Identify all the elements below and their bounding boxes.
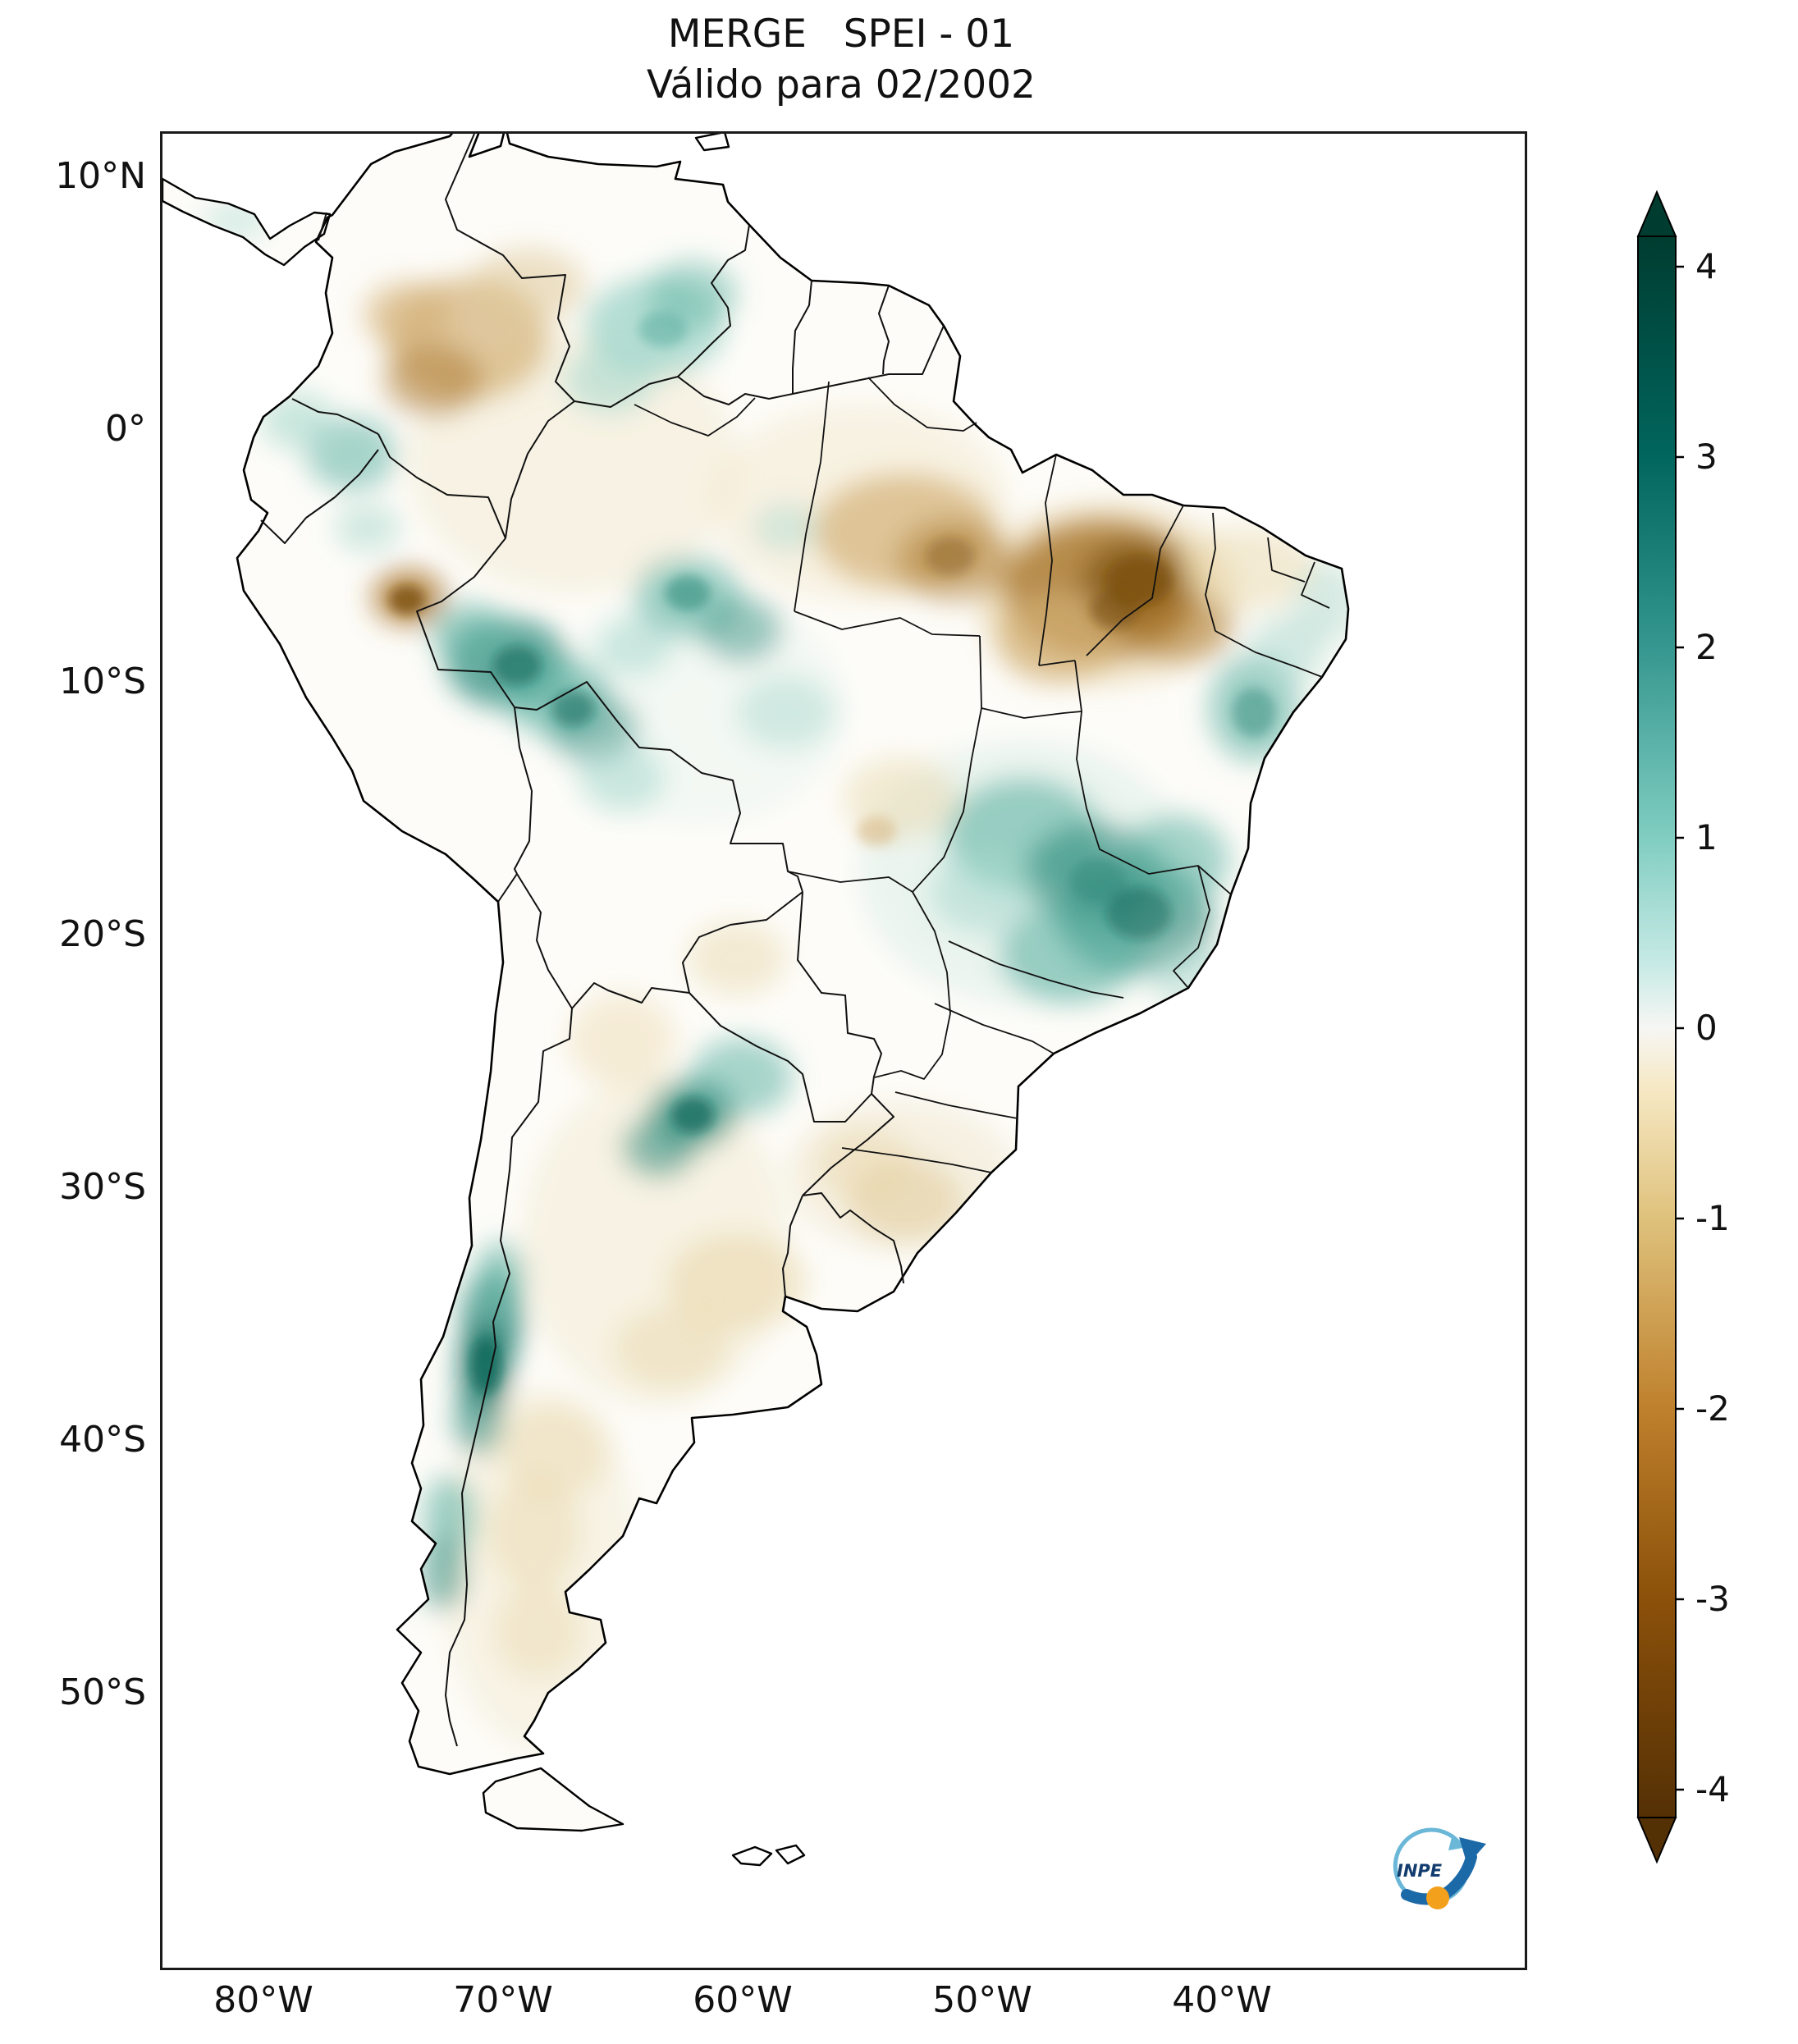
y-axis-tick-label: 40°S [59, 1419, 146, 1461]
colorbar-tick-label: -1 [1695, 1198, 1730, 1238]
colorbar-tick-marks [1676, 265, 1684, 1791]
colorbar-extend-top [1636, 190, 1677, 237]
inpe-logo-blue-arrowhead [1459, 1837, 1486, 1865]
figure-subtitle: Válido para 02/2002 [647, 62, 1036, 107]
colorbar-gradient [1637, 235, 1677, 1818]
colorbar [1636, 190, 1684, 1864]
inpe-logo-orange-globe [1426, 1886, 1449, 1909]
figure-title: MERGE SPEI - 01 [667, 11, 1015, 57]
y-axis-tick-label: 20°S [59, 913, 146, 955]
y-axis-tick-label: 10°N [55, 155, 146, 197]
x-axis-tick-label: 80°W [213, 1979, 313, 2021]
x-axis-tick-label: 40°W [1172, 1979, 1272, 2021]
country-borders [260, 134, 945, 1747]
x-axis-tick-label: 60°W [693, 1979, 793, 2021]
x-axis-tick-label: 70°W [453, 1979, 553, 2021]
inpe-logo-text: INPE [1397, 1861, 1443, 1881]
x-axis-tick-label: 50°W [932, 1979, 1032, 2021]
island-outlines [162, 134, 806, 1867]
coastline-outline [236, 134, 1350, 1776]
south-america-map [162, 134, 1350, 1867]
colorbar-tick-label: 1 [1695, 817, 1718, 857]
spei-raster-field [204, 200, 1348, 1750]
colorbar-tick-label: 3 [1695, 437, 1718, 477]
inpe-logo-blue-arrow [1401, 1851, 1477, 1905]
colorbar-tick-label: -3 [1695, 1579, 1730, 1619]
y-axis-tick-label: 10°S [59, 661, 146, 702]
map-plot-area: INPE [160, 131, 1527, 1970]
colorbar-tick-label: 4 [1695, 246, 1718, 286]
y-axis-tick-label: 0° [105, 408, 146, 450]
colorbar-tick-label: -2 [1695, 1388, 1730, 1429]
colorbar-extend-bottom [1636, 1817, 1677, 1864]
colorbar-tick-label: -4 [1695, 1769, 1730, 1809]
colorbar-tick-label: 0 [1695, 1008, 1718, 1048]
y-axis-tick-label: 50°S [59, 1671, 146, 1713]
colorbar-tick-label: 2 [1695, 627, 1718, 667]
y-axis-tick-label: 30°S [59, 1166, 146, 1208]
inpe-logo: INPE [1393, 1827, 1486, 1909]
brazil-state-borders [634, 377, 1330, 1173]
